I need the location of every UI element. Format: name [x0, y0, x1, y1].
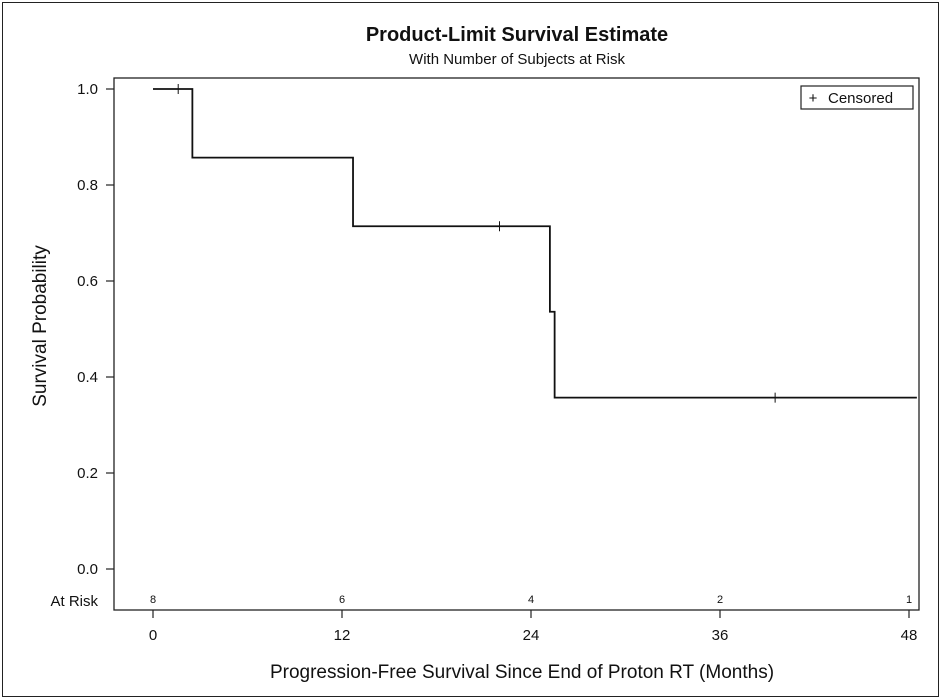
- at-risk-count: 6: [339, 594, 345, 606]
- censor-marks-group: [174, 84, 780, 403]
- survival-curve-group: [153, 88, 917, 399]
- x-axis: 0 12 24 36 48: [149, 610, 918, 644]
- at-risk-count: 4: [528, 594, 534, 606]
- chart-title: Product-Limit Survival Estimate: [366, 24, 668, 46]
- x-tick-label: 0: [149, 627, 157, 644]
- y-tick-label: 0.2: [77, 465, 98, 482]
- x-tick-label: 48: [901, 627, 918, 644]
- at-risk-row: 8 6 4 2 1: [150, 594, 912, 606]
- at-risk-count: 1: [906, 594, 912, 606]
- legend-marker-plus: +: [809, 90, 818, 107]
- x-tick-label: 24: [523, 627, 540, 644]
- legend-box: [800, 85, 914, 110]
- y-axis: 0.0 0.2 0.4 0.6 0.8 1.0: [77, 81, 114, 578]
- x-tick-label: 12: [334, 627, 351, 644]
- y-tick-label: 0.6: [77, 273, 98, 290]
- legend-label: Censored: [828, 90, 893, 107]
- y-tick-label: 0.8: [77, 177, 98, 194]
- y-tick-label: 0.0: [77, 561, 98, 578]
- at-risk-label: At Risk: [50, 593, 98, 610]
- y-axis-label: Survival Probability: [30, 245, 51, 407]
- legend: + Censored: [800, 85, 914, 110]
- chart-subtitle: With Number of Subjects at Risk: [409, 51, 625, 68]
- y-tick-label: 0.4: [77, 369, 98, 386]
- x-tick-label: 36: [712, 627, 729, 644]
- y-tick-label: 1.0: [77, 81, 98, 98]
- at-risk-count: 2: [717, 594, 723, 606]
- at-risk-count: 8: [150, 594, 156, 606]
- survival-step-line: [153, 88, 917, 399]
- plot-area: [113, 77, 920, 611]
- x-axis-label: Progression-Free Survival Since End of P…: [270, 662, 774, 683]
